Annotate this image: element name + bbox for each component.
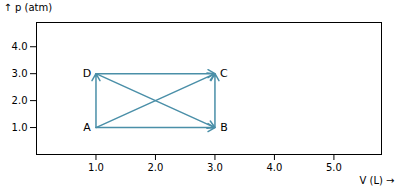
svg-text:1.0: 1.0 xyxy=(88,162,104,173)
svg-text:D: D xyxy=(83,67,91,80)
svg-text:3.0: 3.0 xyxy=(12,68,28,79)
svg-text:2.0: 2.0 xyxy=(148,162,164,173)
svg-text:4.0: 4.0 xyxy=(12,41,28,52)
svg-text:4.0: 4.0 xyxy=(266,162,282,173)
svg-text:5.0: 5.0 xyxy=(326,162,342,173)
svg-text:2.0: 2.0 xyxy=(12,95,28,106)
svg-text:V (L) →: V (L) → xyxy=(360,175,395,186)
svg-text:A: A xyxy=(83,121,91,134)
svg-text:3.0: 3.0 xyxy=(207,162,223,173)
svg-text:1.0: 1.0 xyxy=(12,122,28,133)
svg-text:B: B xyxy=(220,121,228,134)
svg-text:↑ p (atm): ↑ p (atm) xyxy=(4,2,53,13)
svg-text:C: C xyxy=(220,67,228,80)
